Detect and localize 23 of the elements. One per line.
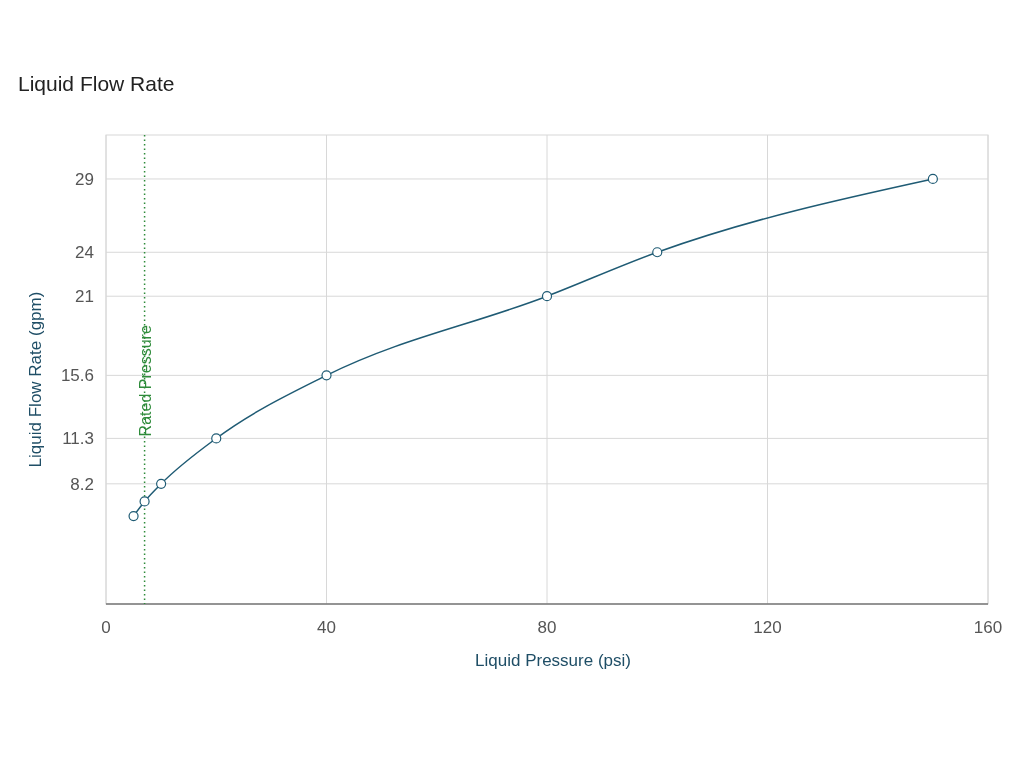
ref-line-label: Rated Pressure	[136, 325, 154, 437]
point	[211, 433, 222, 444]
x-axis-title: Liquid Pressure (psi)	[475, 651, 631, 670]
y-tick-label: 11.3	[62, 429, 94, 449]
point	[156, 478, 167, 489]
y-tick-label: 21	[75, 287, 94, 307]
y-tick-label: 29	[75, 169, 94, 189]
x-tick-label: 160	[973, 618, 1003, 637]
point	[541, 291, 553, 302]
x-tick-label: 40	[317, 618, 336, 637]
point	[652, 247, 663, 258]
point	[321, 370, 332, 381]
x-tick-label: 80	[537, 618, 557, 637]
y-tick-label: 15.6	[60, 366, 94, 386]
point	[139, 496, 150, 507]
point	[927, 173, 938, 185]
y-tick-label: 8.2	[70, 474, 94, 494]
chart-title: Liquid Flow Rate	[18, 72, 175, 95]
x-tick-label: 0	[101, 618, 111, 637]
point	[128, 510, 139, 522]
x-tick-label: 120	[753, 618, 782, 637]
y-axis-title: Liquid Flow Rate (gpm)	[26, 291, 45, 468]
y-tick-label: 24	[75, 243, 94, 263]
